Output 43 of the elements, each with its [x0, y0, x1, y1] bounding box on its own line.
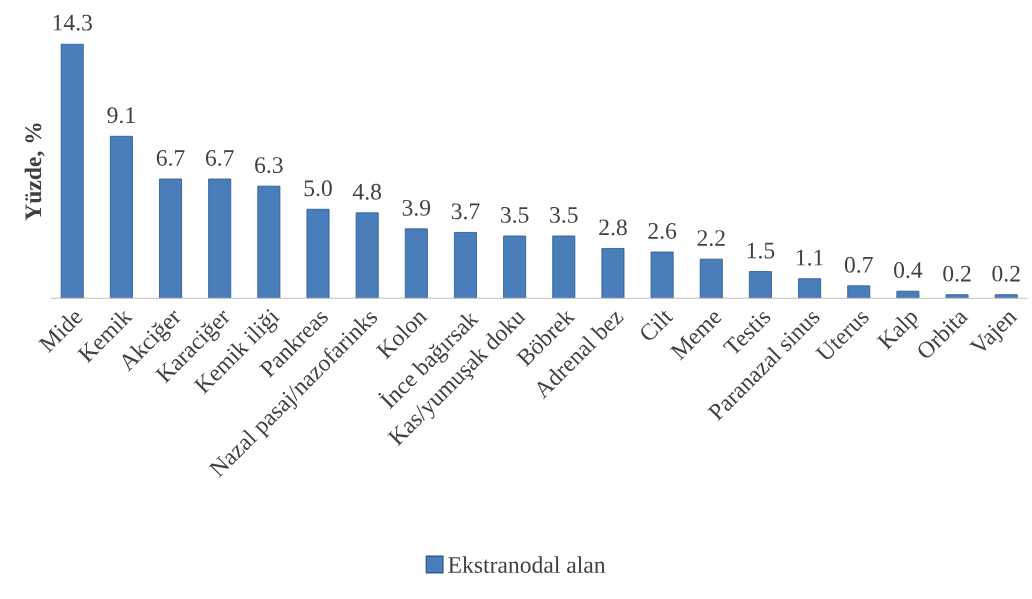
bar [798, 278, 822, 299]
bar [748, 271, 772, 299]
bar [355, 212, 379, 299]
data-label: 5.0 [304, 180, 332, 197]
bar [208, 178, 232, 299]
data-label: 3.5 [550, 207, 578, 223]
bar [552, 235, 576, 299]
data-label: 6.7 [156, 150, 185, 166]
bar [650, 251, 674, 299]
data-label: 3.5 [501, 207, 529, 223]
data-label: 1.5 [747, 242, 775, 259]
bar [896, 290, 920, 299]
bar [257, 185, 281, 299]
data-label: 3.9 [402, 199, 431, 216]
data-label: 3.7 [451, 203, 480, 220]
bar [109, 135, 133, 299]
bar [945, 294, 969, 299]
data-label: 0.7 [844, 256, 873, 273]
data-label: 0.4 [894, 262, 923, 279]
data-label: 2.2 [697, 230, 725, 247]
bar [159, 178, 183, 299]
data-label: 0.2 [992, 265, 1020, 282]
bar [699, 258, 723, 299]
bar [60, 43, 84, 299]
bar [994, 294, 1018, 299]
y-axis-title: Yüzde, % [24, 123, 45, 221]
data-label: 9.1 [107, 107, 135, 124]
legend-label: Ekstranodal alan [448, 556, 606, 573]
x-tick-label: Vajen [968, 307, 1022, 360]
data-label: 1.1 [796, 249, 823, 266]
bar [306, 208, 330, 299]
bar [847, 285, 871, 299]
data-label: 6.7 [205, 150, 234, 166]
data-label: 2.6 [648, 223, 677, 239]
bar [601, 248, 625, 299]
bar [454, 232, 477, 299]
data-label: 6.3 [255, 157, 283, 174]
bar [503, 235, 527, 299]
data-label: 2.8 [599, 219, 627, 236]
data-label: 0.2 [943, 265, 971, 282]
data-label: 4.8 [352, 183, 382, 200]
data-label: 14.3 [53, 14, 92, 31]
bar [404, 228, 428, 299]
